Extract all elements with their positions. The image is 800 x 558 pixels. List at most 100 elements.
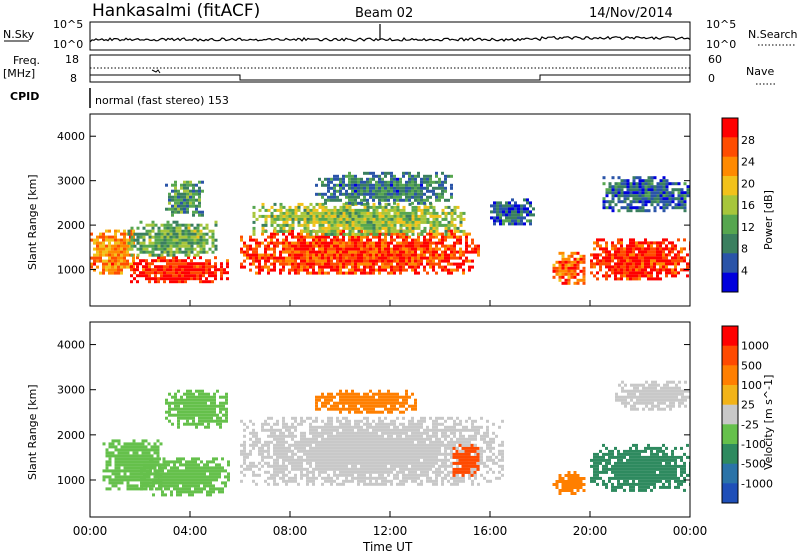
power-cell	[336, 251, 339, 254]
power-cell	[379, 215, 382, 218]
velocity-cell	[225, 399, 228, 402]
power-cell	[139, 271, 142, 274]
power-cell	[340, 224, 343, 227]
power-cell	[354, 248, 357, 251]
velocity-cell	[261, 456, 264, 459]
power-cell	[641, 259, 644, 262]
power-cell	[177, 208, 180, 211]
velocity-cell	[375, 483, 378, 486]
velocity-cell	[176, 472, 179, 475]
power-cell	[623, 253, 626, 256]
power-cell	[666, 197, 669, 200]
velocity-cell	[103, 478, 106, 481]
power-cell	[671, 241, 674, 244]
power-cell	[262, 215, 265, 218]
velocity-cell	[118, 478, 121, 481]
power-cell	[180, 199, 183, 202]
velocity-cell	[285, 483, 288, 486]
velocity-cell	[375, 480, 378, 483]
velocity-cell	[183, 417, 186, 420]
power-cell	[111, 263, 114, 266]
power-cell	[346, 224, 349, 227]
power-cell	[164, 236, 167, 239]
power-cell	[190, 277, 193, 280]
velocity-cell	[182, 487, 185, 490]
velocity-cell	[130, 445, 133, 448]
power-cell	[387, 251, 390, 254]
power-cell	[429, 181, 432, 184]
power-cell	[366, 251, 369, 254]
power-cell	[304, 212, 307, 215]
velocity-cell	[321, 441, 324, 444]
velocity-cell	[354, 468, 357, 471]
velocity-cell	[155, 472, 158, 475]
velocity-cell	[336, 450, 339, 453]
power-cell	[599, 265, 602, 268]
power-cell	[648, 179, 651, 182]
velocity-cell	[348, 447, 351, 450]
velocity-cell	[399, 471, 402, 474]
velocity-cell	[127, 466, 130, 469]
power-cell	[375, 175, 378, 178]
power-cell	[354, 202, 357, 205]
velocity-cell	[285, 465, 288, 468]
power-cell	[321, 242, 324, 245]
power-cell	[128, 242, 131, 245]
power-cell	[599, 259, 602, 262]
power-cell	[444, 260, 447, 263]
power-cell	[330, 248, 333, 251]
power-cell	[203, 242, 206, 245]
power-cell	[648, 194, 651, 197]
power-cell	[330, 196, 333, 199]
power-cell	[378, 199, 381, 202]
velocity-cell	[363, 456, 366, 459]
velocity-cell	[372, 462, 375, 465]
velocity-cell	[333, 447, 336, 450]
power-cell	[414, 251, 417, 254]
power-cell	[427, 218, 430, 221]
velocity-cell	[306, 456, 309, 459]
power-cell	[680, 268, 683, 271]
velocity-cell	[170, 490, 173, 493]
velocity-cell	[168, 411, 171, 414]
velocity-cell	[306, 471, 309, 474]
power-cell	[393, 266, 396, 269]
velocity-cell	[151, 448, 154, 451]
velocity-cell	[176, 457, 179, 460]
power-cell	[414, 272, 417, 275]
power-cell	[562, 252, 565, 255]
power-cell	[609, 203, 612, 206]
power-cell	[202, 262, 205, 265]
velocity-cell	[372, 471, 375, 474]
power-cell	[261, 254, 264, 257]
power-cell	[615, 203, 618, 206]
velocity-cell	[276, 453, 279, 456]
power-cell	[367, 215, 370, 218]
power-cell	[342, 175, 345, 178]
power-cell	[157, 277, 160, 280]
power-cell	[681, 206, 684, 209]
velocity-cell	[142, 439, 145, 442]
power-cell	[633, 182, 636, 185]
power-cell	[574, 264, 577, 267]
power-cell	[131, 239, 134, 242]
power-cell	[330, 263, 333, 266]
power-cell	[99, 260, 102, 263]
power-cell	[399, 245, 402, 248]
power-cell	[520, 204, 523, 207]
power-cell	[432, 260, 435, 263]
power-cell	[366, 254, 369, 257]
power-cell	[177, 199, 180, 202]
velocity-cell	[369, 450, 372, 453]
power-cell	[354, 190, 357, 193]
velocity-cell	[318, 441, 321, 444]
power-cell	[333, 190, 336, 193]
power-cell	[288, 242, 291, 245]
power-cell	[339, 181, 342, 184]
power-cell	[164, 242, 167, 245]
power-cell	[351, 272, 354, 275]
velocity-cell	[363, 429, 366, 432]
power-cell	[659, 256, 662, 259]
velocity-cell	[255, 441, 258, 444]
power-cell	[337, 224, 340, 227]
